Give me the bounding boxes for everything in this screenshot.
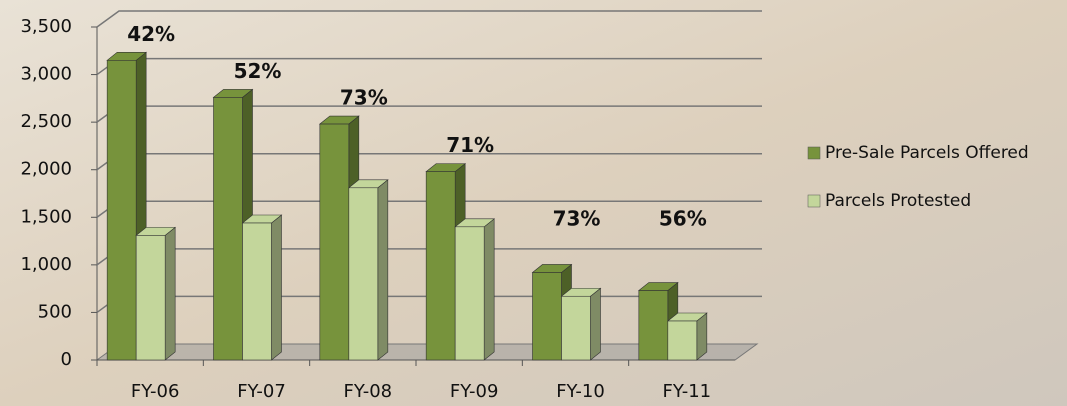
- bar-side: [378, 180, 388, 360]
- bar-side: [484, 219, 494, 360]
- annotation: 73%: [553, 207, 601, 231]
- annotation: 52%: [234, 59, 282, 83]
- legend-swatch: [808, 147, 820, 159]
- y-tick-label: 2,500: [20, 111, 72, 132]
- bar: [639, 291, 668, 360]
- x-tick-label: FY-06: [131, 381, 180, 402]
- page: 0 500 1,000 1,500 2,000 2,500 3,000 3,500 FY-06 4…: [0, 0, 1067, 406]
- y-tick-label: 3,000: [20, 64, 72, 85]
- y-tick-label: 1,500: [20, 206, 72, 227]
- bar: [533, 272, 562, 360]
- legend-swatch: [808, 195, 820, 207]
- legend-label: Pre-Sale Parcels Offered: [825, 143, 1029, 163]
- bar: [214, 97, 243, 360]
- y-tick-label: 500: [38, 301, 72, 322]
- bar: [668, 321, 697, 360]
- x-tick-label: FY-10: [556, 381, 605, 402]
- y-tick-label: 1,000: [20, 254, 72, 275]
- y-tick-label: 3,500: [20, 16, 72, 37]
- chart: 0 500 1,000 1,500 2,000 2,500 3,000 3,500 FY-06 4…: [0, 0, 1067, 406]
- legend-label: Parcels Protested: [825, 191, 971, 211]
- x-tick-label: FY-07: [237, 381, 286, 402]
- bar: [136, 235, 165, 360]
- y-tick-label: 0: [61, 349, 72, 370]
- x-tick-label: FY-09: [450, 381, 499, 402]
- annotation: 56%: [659, 207, 707, 231]
- bar-side: [165, 227, 175, 360]
- x-tick-label: FY-08: [344, 381, 393, 402]
- bar: [349, 188, 378, 360]
- annotation: 42%: [127, 22, 175, 46]
- bar: [243, 223, 272, 360]
- bar: [562, 296, 591, 360]
- bar-side: [591, 288, 601, 360]
- annotation: 71%: [446, 133, 494, 157]
- y-tick-label: 2,000: [20, 159, 72, 180]
- bar: [320, 124, 349, 360]
- annotation: 73%: [340, 86, 388, 110]
- bar: [455, 227, 484, 360]
- bar: [426, 172, 455, 360]
- bar-side: [272, 215, 282, 360]
- x-tick-label: FY-11: [663, 381, 712, 402]
- bar: [107, 60, 136, 360]
